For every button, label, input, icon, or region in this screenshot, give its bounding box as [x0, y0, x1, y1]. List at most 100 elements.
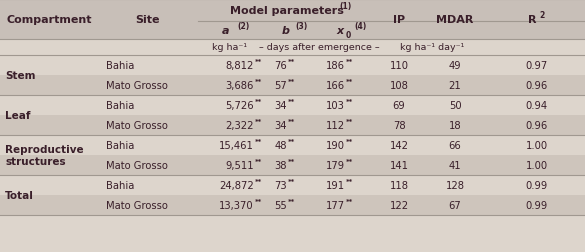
Text: Model parameters: Model parameters [230, 6, 344, 16]
Text: 55: 55 [274, 200, 287, 210]
Text: 78: 78 [393, 120, 405, 131]
Text: 34: 34 [274, 101, 287, 111]
Text: 0: 0 [346, 30, 351, 39]
Text: **: ** [346, 79, 353, 85]
Text: 128: 128 [446, 180, 464, 190]
Text: **: ** [255, 118, 262, 124]
Text: kg ha⁻¹: kg ha⁻¹ [212, 43, 247, 52]
Text: Mato Grosso: Mato Grosso [106, 81, 168, 91]
Text: 118: 118 [390, 180, 408, 190]
Text: (2): (2) [237, 21, 249, 30]
Text: Total: Total [5, 190, 34, 200]
Text: 177: 177 [326, 200, 345, 210]
Text: **: ** [255, 198, 262, 204]
Text: **: ** [255, 138, 262, 144]
Text: Bahia: Bahia [106, 140, 135, 150]
Bar [0, 56, 585, 76]
Text: **: ** [288, 79, 295, 85]
Bar [0, 76, 585, 96]
Text: 69: 69 [393, 101, 405, 111]
Text: 50: 50 [449, 101, 462, 111]
Bar [0, 0, 585, 40]
Text: 0.96: 0.96 [525, 81, 548, 91]
Text: Bahia: Bahia [106, 180, 135, 190]
Text: **: ** [346, 198, 353, 204]
Text: 141: 141 [390, 160, 408, 170]
Text: **: ** [346, 158, 353, 164]
Text: **: ** [288, 178, 295, 184]
Text: 49: 49 [449, 61, 462, 71]
Text: 2: 2 [539, 11, 544, 19]
Bar [0, 96, 585, 115]
Text: 18: 18 [449, 120, 462, 131]
Text: **: ** [346, 138, 353, 144]
Text: 76: 76 [274, 61, 287, 71]
Text: **: ** [346, 99, 353, 105]
Text: 48: 48 [274, 140, 287, 150]
Text: (3): (3) [295, 21, 307, 30]
Text: **: ** [346, 118, 353, 124]
Text: MDAR: MDAR [436, 15, 474, 25]
Text: 108: 108 [390, 81, 408, 91]
Text: 73: 73 [274, 180, 287, 190]
Text: – days after emergence –: – days after emergence – [259, 43, 379, 52]
Bar [0, 40, 585, 56]
Text: Leaf: Leaf [5, 111, 30, 120]
Text: 15,461: 15,461 [219, 140, 254, 150]
Text: 21: 21 [449, 81, 462, 91]
Text: Mato Grosso: Mato Grosso [106, 160, 168, 170]
Text: x: x [336, 26, 343, 36]
Text: 186: 186 [326, 61, 345, 71]
Text: **: ** [288, 118, 295, 124]
Bar [0, 195, 585, 215]
Text: b: b [282, 26, 290, 36]
Text: (1): (1) [339, 2, 351, 11]
Text: 24,872: 24,872 [219, 180, 254, 190]
Text: R: R [528, 15, 537, 25]
Text: 0.96: 0.96 [525, 120, 548, 131]
Text: 122: 122 [390, 200, 408, 210]
Text: a: a [222, 26, 230, 36]
Text: 103: 103 [326, 101, 345, 111]
Bar [0, 136, 585, 155]
Text: 8,812: 8,812 [226, 61, 254, 71]
Text: Mato Grosso: Mato Grosso [106, 200, 168, 210]
Bar [0, 155, 585, 175]
Bar [0, 0, 585, 215]
Text: 0.99: 0.99 [525, 200, 548, 210]
Text: 179: 179 [326, 160, 345, 170]
Text: 2,322: 2,322 [225, 120, 254, 131]
Text: 41: 41 [449, 160, 462, 170]
Text: **: ** [255, 59, 262, 65]
Text: 38: 38 [274, 160, 287, 170]
Text: **: ** [288, 158, 295, 164]
Text: 190: 190 [326, 140, 345, 150]
Text: IP: IP [393, 15, 405, 25]
Text: **: ** [346, 178, 353, 184]
Text: 9,511: 9,511 [225, 160, 254, 170]
Text: 142: 142 [390, 140, 408, 150]
Text: 191: 191 [326, 180, 345, 190]
Text: 1.00: 1.00 [525, 140, 548, 150]
Bar [0, 115, 585, 136]
Text: 3,686: 3,686 [226, 81, 254, 91]
Text: **: ** [288, 198, 295, 204]
Text: 13,370: 13,370 [219, 200, 254, 210]
Text: Stem: Stem [5, 71, 36, 81]
Text: 57: 57 [274, 81, 287, 91]
Text: structures: structures [5, 156, 66, 166]
Text: **: ** [288, 99, 295, 105]
Text: **: ** [346, 59, 353, 65]
Text: Compartment: Compartment [6, 15, 92, 25]
Text: **: ** [255, 158, 262, 164]
Text: Bahia: Bahia [106, 101, 135, 111]
Text: 67: 67 [449, 200, 462, 210]
Text: Reproductive: Reproductive [5, 144, 84, 154]
Text: **: ** [255, 79, 262, 85]
Text: 1.00: 1.00 [525, 160, 548, 170]
Text: 0.94: 0.94 [525, 101, 548, 111]
Text: 166: 166 [326, 81, 345, 91]
Text: 0.99: 0.99 [525, 180, 548, 190]
Bar [0, 175, 585, 195]
Text: Mato Grosso: Mato Grosso [106, 120, 168, 131]
